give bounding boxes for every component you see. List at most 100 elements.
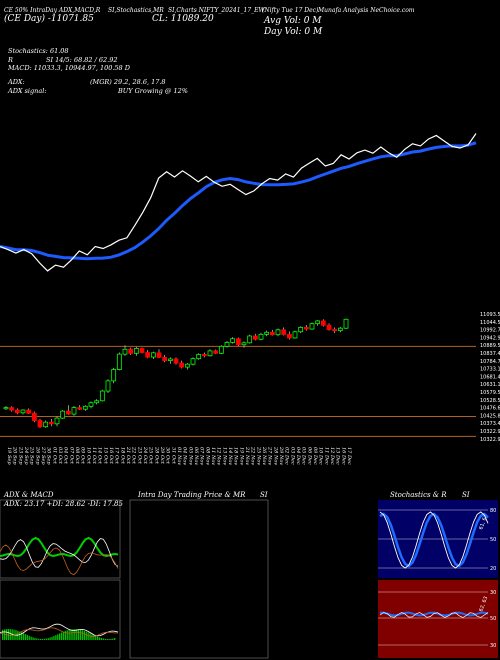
date-axis-label: 07 Oct bbox=[68, 447, 74, 465]
candle-body bbox=[94, 400, 100, 404]
candle-body bbox=[241, 342, 247, 346]
macd-histogram-bar bbox=[110, 638, 112, 640]
date-axis-label: 03 Oct bbox=[57, 447, 63, 465]
candle-body bbox=[88, 402, 94, 407]
price-axis-label: 10528.51 bbox=[480, 398, 500, 404]
date-axis-label: 18 Nov bbox=[233, 447, 239, 465]
stochastics-title-suffix: SI bbox=[462, 491, 470, 499]
candle-body bbox=[320, 320, 326, 326]
candle-body bbox=[60, 410, 66, 419]
date-axis-label: 14 Oct bbox=[97, 447, 103, 465]
macd-histogram-bar bbox=[64, 630, 66, 640]
candle-body bbox=[258, 333, 264, 340]
candle-body bbox=[343, 318, 349, 329]
date-axis-label: 19 Sep bbox=[6, 447, 12, 465]
date-axis-label: 13 Nov bbox=[221, 447, 227, 465]
macd-histogram-bar bbox=[74, 629, 76, 640]
date-axis-label: 01 Oct bbox=[51, 447, 57, 465]
candle-body bbox=[20, 409, 26, 414]
candle-body bbox=[292, 331, 298, 339]
candle-body bbox=[133, 348, 139, 354]
stochastics-axis-label: 50 bbox=[490, 537, 496, 543]
header-avg-vol: Avg Vol: 0 M bbox=[264, 16, 322, 26]
adx-line bbox=[0, 536, 119, 558]
date-axis-label: 26 Nov bbox=[261, 446, 267, 465]
date-axis-label: 04 Nov bbox=[182, 447, 188, 465]
macd-histogram-bar bbox=[19, 631, 21, 640]
candle-body bbox=[26, 409, 32, 414]
candle-body bbox=[269, 331, 275, 336]
candle-body bbox=[315, 320, 321, 325]
macd-histogram-bar bbox=[24, 634, 27, 640]
date-axis-label: 21 Nov bbox=[244, 446, 250, 465]
candle-body bbox=[286, 333, 292, 339]
macd-histogram-bar bbox=[62, 631, 65, 640]
macd-panel-frame bbox=[0, 579, 121, 659]
date-axis-label: 27 Nov bbox=[267, 446, 273, 465]
candle-body bbox=[201, 354, 207, 357]
rsi-prefix: R bbox=[8, 56, 13, 64]
macd-histogram-bar bbox=[112, 638, 114, 640]
rsi-axis-label: 30 bbox=[490, 643, 496, 649]
candle-body bbox=[179, 362, 185, 368]
date-axis-label: 26 Sep bbox=[34, 446, 40, 465]
date-axis-label: 11 Oct bbox=[91, 447, 97, 465]
adx-label: ADX: bbox=[8, 78, 25, 86]
date-axis-label: 08 Nov bbox=[204, 447, 210, 465]
date-axis-label: 14 Nov bbox=[227, 447, 233, 465]
macd-histogram-bar bbox=[70, 629, 72, 640]
date-axis-label: 31 Oct bbox=[170, 447, 176, 465]
candle-body bbox=[65, 410, 71, 415]
macd-histogram-bar bbox=[55, 635, 57, 640]
macd-histogram-bar bbox=[98, 637, 101, 640]
macd-histogram-bar bbox=[47, 638, 49, 640]
price-axis-label: 10889.55 bbox=[480, 343, 500, 349]
date-axis-label: 07 Nov bbox=[199, 447, 205, 465]
macd-histogram-bar bbox=[72, 629, 74, 640]
date-axis-label: 27 Sep bbox=[40, 446, 46, 465]
minus-di-line bbox=[0, 544, 119, 576]
macd-histogram-bar bbox=[34, 637, 36, 640]
macd-histogram-bar bbox=[104, 638, 106, 640]
date-axis-label: 05 Dec bbox=[301, 447, 307, 465]
date-axis-label: 28 Oct bbox=[153, 446, 159, 465]
macd-histogram-bar bbox=[97, 636, 99, 640]
candle-body bbox=[213, 350, 219, 354]
date-axis-label: 10 Oct bbox=[85, 447, 91, 465]
header-close-price: CL: 11089.20 bbox=[152, 14, 214, 24]
macd-histogram-bar bbox=[91, 634, 93, 640]
date-axis-label: 25 Sep bbox=[29, 446, 35, 465]
date-axis-label: 25 Oct bbox=[148, 446, 154, 465]
header-title: CE 50% IntraDay ADX,MACD,R bbox=[4, 7, 101, 14]
price-axis-label: 10942.91 bbox=[480, 335, 500, 341]
date-axis-label: 12 Nov bbox=[216, 447, 222, 465]
rsi-readout: SI 14/5: 68.82 / 62.92 bbox=[46, 56, 118, 64]
rsi-axis-label: 50 bbox=[490, 616, 496, 622]
candle-body bbox=[184, 363, 190, 368]
candle-body bbox=[275, 329, 281, 336]
date-axis-label: 16 Dec bbox=[340, 447, 346, 465]
date-axis-label: 02 Dec bbox=[284, 447, 290, 465]
date-axis-label: 03 Dec bbox=[289, 447, 295, 465]
macd-histogram-bar bbox=[38, 638, 40, 640]
price-axis-label: 10373.48 bbox=[480, 421, 500, 427]
adx-values: ADX: 23.17 +DI: 28.62 -DI: 17.85 bbox=[4, 500, 123, 508]
macd-histogram-bar bbox=[93, 635, 95, 640]
candle-body bbox=[128, 348, 134, 354]
stochastics-axis-label: 20 bbox=[490, 566, 496, 572]
macd-histogram-bar bbox=[45, 638, 47, 640]
candle-body bbox=[252, 335, 258, 340]
macd-histogram-bar bbox=[85, 631, 87, 640]
date-axis-label: 23 Sep bbox=[17, 446, 23, 465]
candle-body bbox=[190, 358, 196, 365]
header-site: Munafa Analysis NeChoice.com bbox=[318, 7, 415, 14]
macd-histogram-bar bbox=[83, 630, 85, 640]
date-axis-label: 19 Nov bbox=[238, 447, 244, 465]
adx-panel-frame bbox=[0, 499, 121, 579]
date-axis-label: 29 Oct bbox=[159, 446, 165, 465]
macd-histogram-bar bbox=[68, 629, 70, 640]
date-axis-label: 11 Dec bbox=[323, 447, 329, 465]
date-axis-label: 20 Sep bbox=[12, 446, 18, 465]
stochastics-axis-label: 80 bbox=[490, 508, 496, 514]
macd-histogram-bar bbox=[7, 629, 9, 640]
